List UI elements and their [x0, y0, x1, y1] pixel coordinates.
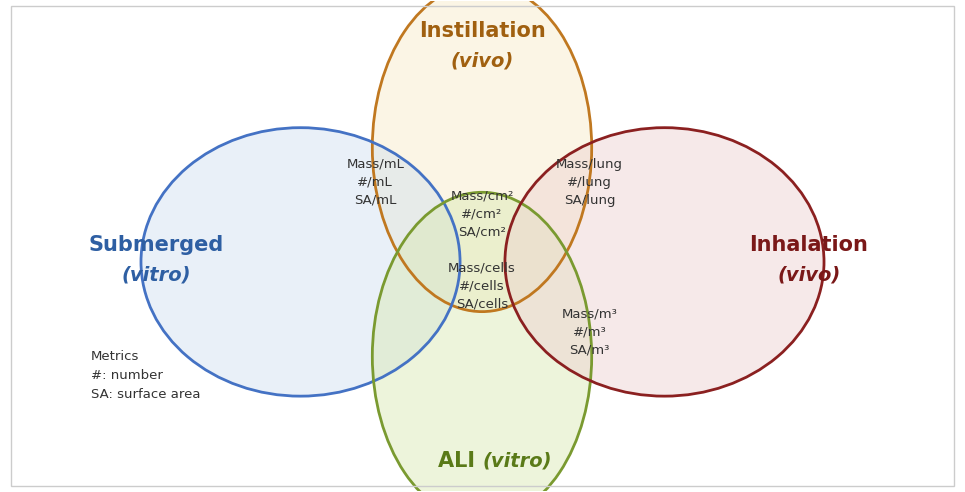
Text: (vitro): (vitro) [482, 451, 552, 470]
Text: Inhalation: Inhalation [750, 235, 868, 255]
Text: Mass/mL
#/mL
SA/mL: Mass/mL #/mL SA/mL [346, 158, 404, 207]
Ellipse shape [505, 127, 824, 396]
Ellipse shape [372, 0, 592, 311]
Text: (vivo): (vivo) [451, 52, 513, 70]
Text: Submerged: Submerged [89, 235, 224, 255]
Ellipse shape [141, 127, 460, 396]
Text: Mass/lung
#/lung
SA/lung: Mass/lung #/lung SA/lung [556, 158, 623, 207]
Text: Instillation: Instillation [419, 21, 545, 41]
Text: (vitro): (vitro) [122, 265, 191, 284]
Text: Metrics
#: number
SA: surface area: Metrics #: number SA: surface area [91, 350, 201, 401]
Ellipse shape [372, 192, 592, 492]
Text: ALI: ALI [438, 451, 482, 471]
Text: Mass/m³
#/m³
SA/m³: Mass/m³ #/m³ SA/m³ [562, 307, 618, 356]
Text: Mass/cm²
#/cm²
SA/cm²

Mass/cells
#/cells
SA/cells: Mass/cm² #/cm² SA/cm² Mass/cells #/cells… [448, 189, 516, 310]
Text: (vivo): (vivo) [778, 265, 841, 284]
